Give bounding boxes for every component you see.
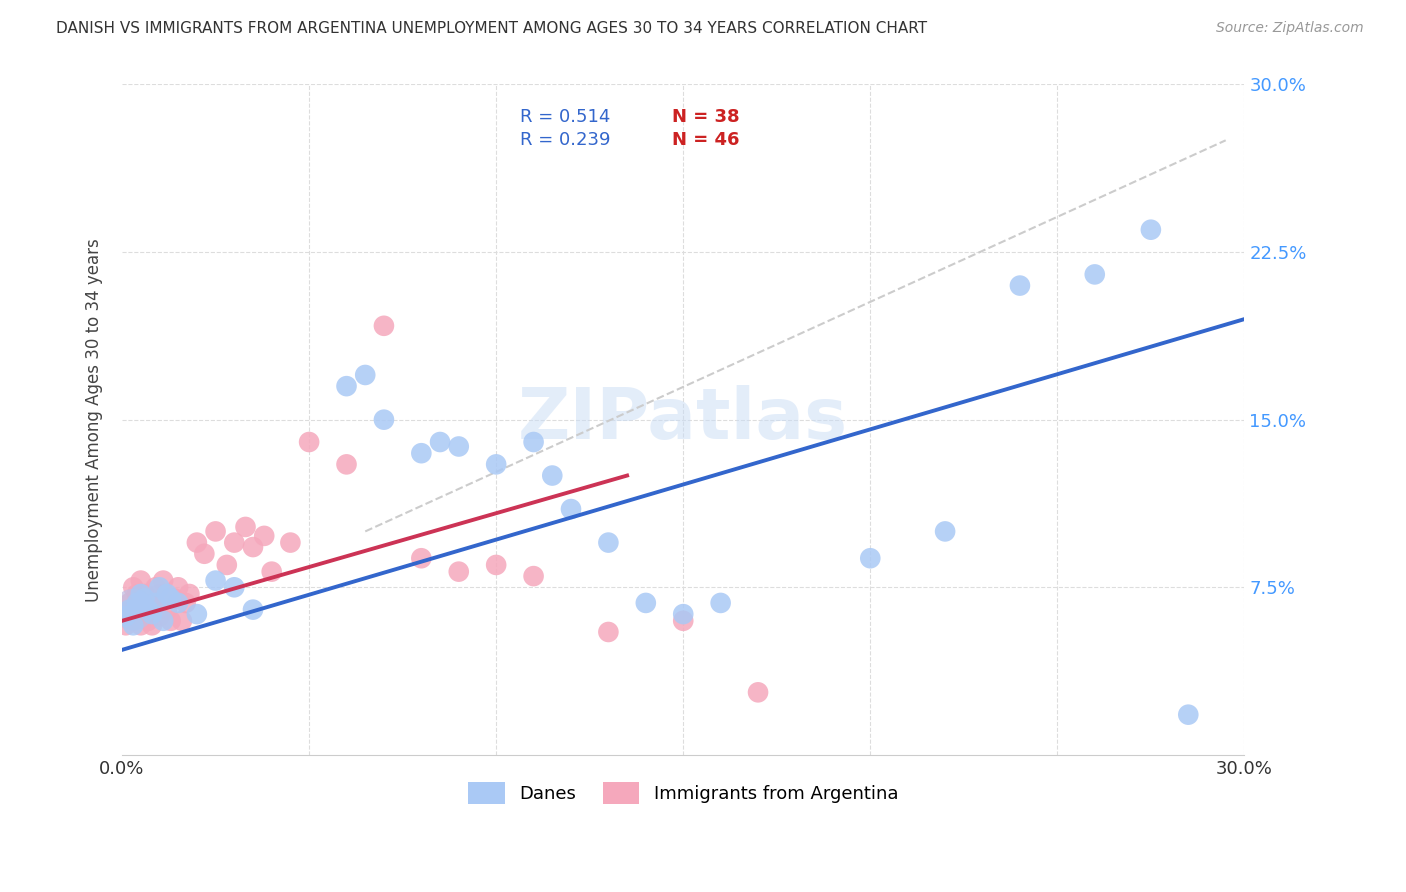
Point: [224, 580, 246, 594]
Point: [167, 580, 190, 594]
Point: [934, 524, 956, 539]
Point: [429, 435, 451, 450]
Point: [179, 587, 201, 601]
Point: [134, 602, 156, 616]
Point: [523, 435, 546, 450]
Point: [1084, 268, 1107, 282]
Point: [634, 596, 657, 610]
Point: [1177, 707, 1199, 722]
Point: [122, 580, 145, 594]
Point: [152, 574, 174, 588]
Point: [1140, 223, 1163, 237]
Point: [235, 520, 257, 534]
Point: [204, 524, 226, 539]
Point: [523, 569, 546, 583]
Point: [145, 596, 167, 610]
Point: [122, 602, 145, 616]
Point: [485, 458, 508, 472]
Point: [859, 551, 882, 566]
Point: [159, 614, 181, 628]
Point: [129, 574, 152, 588]
Point: [118, 602, 141, 616]
Point: [672, 614, 695, 628]
Point: [373, 318, 395, 333]
Point: [186, 535, 208, 549]
Point: [125, 609, 148, 624]
Text: DANISH VS IMMIGRANTS FROM ARGENTINA UNEMPLOYMENT AMONG AGES 30 TO 34 YEARS CORRE: DANISH VS IMMIGRANTS FROM ARGENTINA UNEM…: [56, 21, 928, 36]
Point: [148, 609, 170, 624]
Point: [224, 535, 246, 549]
Point: [186, 607, 208, 621]
Point: [242, 602, 264, 616]
Text: Source: ZipAtlas.com: Source: ZipAtlas.com: [1216, 21, 1364, 35]
Point: [136, 596, 159, 610]
Point: [253, 529, 276, 543]
Point: [148, 580, 170, 594]
Point: [170, 614, 193, 628]
Point: [129, 587, 152, 601]
Point: [122, 602, 145, 616]
Point: [560, 502, 582, 516]
Point: [335, 458, 357, 472]
Point: [122, 618, 145, 632]
Point: [215, 558, 238, 572]
Point: [114, 618, 136, 632]
Point: [152, 614, 174, 628]
Point: [134, 587, 156, 601]
Point: [447, 565, 470, 579]
Point: [242, 540, 264, 554]
Point: [148, 587, 170, 601]
Point: [129, 618, 152, 632]
Point: [125, 596, 148, 610]
Point: [672, 607, 695, 621]
Point: [118, 596, 141, 610]
Text: R = 0.239: R = 0.239: [520, 131, 612, 149]
Point: [541, 468, 564, 483]
Point: [156, 602, 179, 616]
Point: [1008, 278, 1031, 293]
Point: [122, 602, 145, 616]
Point: [193, 547, 215, 561]
Point: [156, 587, 179, 601]
Text: N = 38: N = 38: [672, 108, 740, 126]
Point: [447, 440, 470, 454]
Point: [145, 596, 167, 610]
Point: [411, 551, 433, 566]
Point: [298, 435, 321, 450]
Point: [204, 574, 226, 588]
Point: [167, 596, 190, 610]
Point: [335, 379, 357, 393]
Point: [280, 535, 302, 549]
Point: [136, 602, 159, 616]
Text: ZIPatlas: ZIPatlas: [519, 385, 848, 454]
Point: [710, 596, 733, 610]
Point: [159, 591, 181, 606]
Text: R = 0.514: R = 0.514: [520, 108, 610, 126]
Point: [136, 614, 159, 628]
Y-axis label: Unemployment Among Ages 30 to 34 years: Unemployment Among Ages 30 to 34 years: [86, 238, 103, 601]
Point: [354, 368, 377, 382]
Point: [373, 412, 395, 426]
Point: [141, 618, 163, 632]
Point: [598, 535, 620, 549]
Point: [174, 596, 197, 610]
Point: [145, 580, 167, 594]
Point: [411, 446, 433, 460]
Point: [485, 558, 508, 572]
Point: [747, 685, 769, 699]
Point: [114, 609, 136, 624]
Point: [598, 625, 620, 640]
Point: [125, 587, 148, 601]
Point: [141, 607, 163, 621]
Text: N = 46: N = 46: [672, 131, 740, 149]
Point: [260, 565, 283, 579]
Legend: Danes, Immigrants from Argentina: Danes, Immigrants from Argentina: [460, 772, 907, 813]
Point: [134, 591, 156, 606]
Point: [141, 602, 163, 616]
Point: [163, 591, 186, 606]
